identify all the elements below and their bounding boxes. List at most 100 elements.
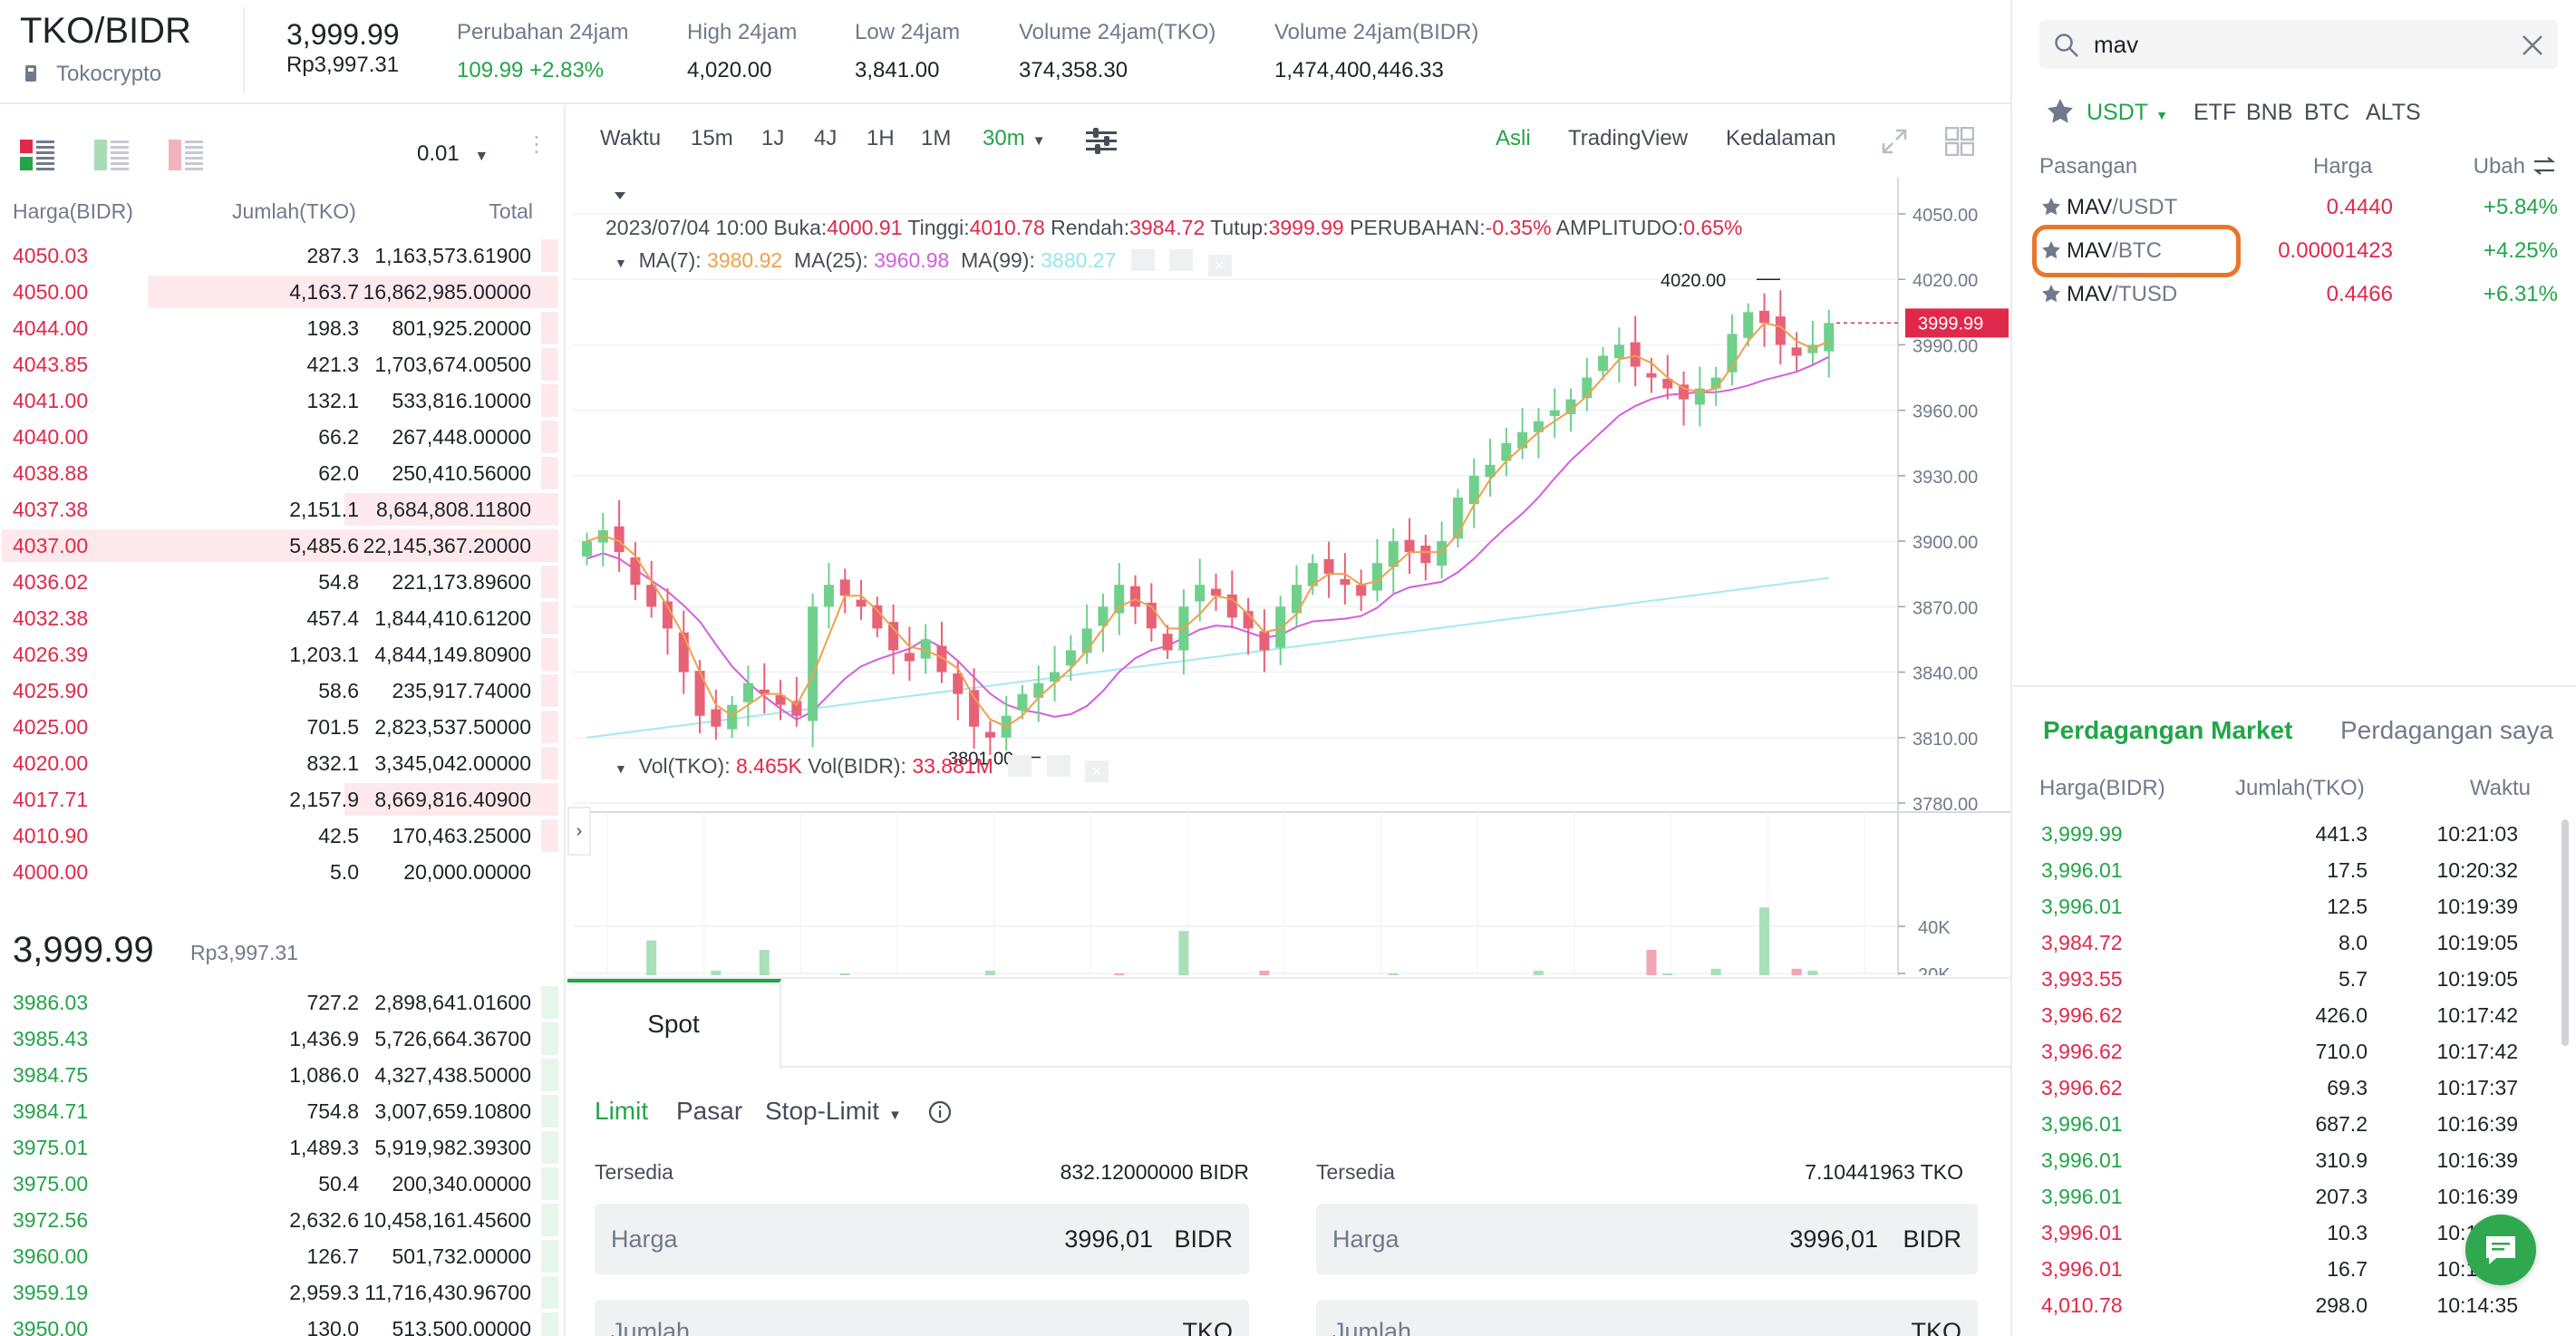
orderbook-row[interactable]: 4025.00 701.5 2,823,537.50000 [0, 709, 562, 745]
orderbook-row[interactable]: 4032.38 457.4 1,844,410.61200 [0, 600, 562, 636]
orderbook-row[interactable]: 4020.00 832.1 3,345,042.00000 [0, 745, 562, 781]
info-icon[interactable] [928, 1100, 952, 1124]
interval-label: Waktu [600, 126, 662, 150]
orderbook-row[interactable]: 4041.00 132.1 533,816.10000 [0, 382, 562, 419]
orderbook-row[interactable]: 4044.00 198.3 801,925.20000 [0, 310, 562, 346]
orderbook-row[interactable]: 3984.75 1,086.0 4,327,438.50000 [0, 1057, 562, 1093]
sell-price-value: 3996,01 [1789, 1225, 1878, 1253]
interval-1[interactable]: 15m [691, 126, 733, 151]
order-type-1[interactable]: Pasar [676, 1097, 742, 1126]
collapse-legend-icon[interactable] [615, 192, 625, 201]
vol-settings-icon[interactable] [1046, 755, 1070, 777]
favorite-star-icon[interactable] [2041, 240, 2061, 260]
filter-3[interactable]: BTC [2304, 100, 2349, 126]
filter-2[interactable]: BNB [2246, 100, 2292, 126]
orderbook-row[interactable]: 4050.03 287.3 1,163,573.61900 [0, 237, 562, 274]
view-1[interactable]: TradingView [1568, 126, 1689, 150]
collapse-volume-icon[interactable]: ▼ [615, 761, 627, 776]
ma-settings-icon[interactable] [1169, 249, 1194, 271]
candle [1307, 554, 1318, 595]
orderbook-row[interactable]: 3984.71 754.8 3,007,659.10800 [0, 1093, 562, 1129]
filter-0[interactable]: USDT ▼ [2087, 100, 2168, 126]
sell-price-input[interactable]: Harga 3996,01 BIDR [1316, 1204, 1978, 1274]
interval-0[interactable]: Waktu [600, 126, 661, 151]
ma-path [586, 355, 1830, 721]
orderbook-row[interactable]: 3975.01 1,489.3 5,919,982.39300 [0, 1129, 562, 1166]
market-pair-row[interactable]: MAV/BTC 0.00001423 +4.25% [2012, 229, 2576, 273]
orderbook-row[interactable]: 3975.00 50.4 200,340.00000 [0, 1166, 562, 1202]
market-pair-row[interactable]: MAV/USDT 0.4440 +5.84% [2012, 186, 2576, 229]
orderbook-row[interactable]: 4050.00 4,163.7 16,862,985.00000 [0, 274, 562, 310]
chart-expand-handle[interactable]: › [567, 807, 591, 856]
interval-6[interactable]: 30m ▼ [983, 126, 1046, 151]
orderbook-row[interactable]: 3950.00 130.0 513,500.00000 [0, 1311, 562, 1336]
orderbook-row[interactable]: 3959.19 2,959.3 11,716,430.96700 [0, 1274, 562, 1311]
clear-search-icon[interactable] [2522, 34, 2543, 56]
orderbook-row[interactable]: 4000.00 5.0 20,000.00000 [0, 854, 562, 890]
vol-close-icon[interactable]: × [1085, 760, 1109, 782]
orderbook-bids-icon[interactable] [94, 140, 129, 170]
view-2[interactable]: Kedalaman [1726, 126, 1836, 150]
orderbook-row[interactable]: 3985.43 1,436.9 5,726,664.36700 [0, 1021, 562, 1057]
sort-toggle-icon[interactable] [2532, 156, 2556, 176]
market-pair-row[interactable]: MAV/TUSD 0.4466 +6.31% [2012, 273, 2576, 316]
search-input[interactable]: mav [2094, 31, 2139, 58]
grid-layout-icon[interactable] [1945, 127, 1974, 156]
price-chart[interactable]: 4050.00 4020.00 3990.00 3960.00 3930.00 3900.… [567, 178, 2010, 975]
precision-select[interactable]: 0.01 ▼ [417, 141, 489, 167]
ob-header-price: Harga(BIDR) [13, 199, 133, 223]
depth-bar [541, 566, 558, 598]
orderbook-row[interactable]: 3972.56 2,632.6 10,458,161.45600 [0, 1202, 562, 1238]
orderbook-row[interactable]: 4043.85 421.3 1,703,674.00500 [0, 346, 562, 382]
vol-eye-icon[interactable] [1008, 755, 1032, 777]
orderbook-row[interactable]: 4038.88 62.0 250,410.56000 [0, 455, 562, 491]
buy-price-input[interactable]: Harga 3996,01 BIDR [595, 1204, 1249, 1274]
order-type-2[interactable]: Stop-Limit ▼ [765, 1097, 902, 1126]
market-header-change[interactable]: Ubah [2473, 154, 2525, 179]
filter-4[interactable]: ALTS [2366, 100, 2421, 126]
sell-amount-input[interactable]: Jumlah TKO [1316, 1300, 1978, 1336]
chart-settings-sliders-icon[interactable] [1086, 127, 1117, 154]
view-0[interactable]: Asli [1496, 126, 1531, 150]
tab-my-trades[interactable]: Perdagangan saya [2340, 716, 2554, 744]
y-tick-label: 3900.00 [1913, 533, 1978, 553]
interval-4[interactable]: 1H [867, 126, 895, 151]
filter-1[interactable]: ETF [2193, 100, 2236, 126]
orderbook-asks-icon[interactable] [169, 140, 203, 170]
favorite-star-icon[interactable] [2041, 197, 2061, 217]
fullscreen-icon[interactable] [1880, 127, 1909, 156]
ob-total: 1,163,573.61900 [374, 244, 531, 267]
orderbook-row[interactable]: 4010.90 42.5 170,463.25000 [0, 818, 562, 854]
collapse-ma-icon[interactable]: ▼ [615, 256, 627, 270]
ma-eye-icon[interactable] [1130, 249, 1155, 271]
favorites-star-icon[interactable] [2047, 98, 2074, 123]
orderbook-both-icon[interactable] [20, 140, 54, 170]
market-search[interactable]: mav [2039, 20, 2558, 69]
spot-tab[interactable]: Spot [567, 979, 781, 1070]
orderbook-row[interactable]: 4026.39 1,203.1 4,844,149.80900 [0, 636, 562, 673]
y-tick-label: 4020.00 [1913, 271, 1978, 291]
interval-5[interactable]: 1M [921, 126, 951, 151]
orderbook-row[interactable]: 3986.03 727.2 2,898,641.01600 [0, 984, 562, 1021]
interval-2[interactable]: 1J [761, 126, 784, 151]
interval-3[interactable]: 4J [814, 126, 837, 151]
tab-market-trades[interactable]: Perdagangan Market [2043, 716, 2293, 744]
orderbook-row[interactable]: 3960.00 126.7 501,732.00000 [0, 1238, 562, 1274]
orderbook-row[interactable]: 4040.00 66.2 267,448.00000 [0, 419, 562, 455]
orderbook-row[interactable]: 4036.02 54.8 221,173.89600 [0, 564, 562, 600]
buy-amount-input[interactable]: Jumlah TKO [595, 1300, 1249, 1336]
orderbook-row[interactable]: 4037.00 5,485.6 22,145,367.20000 [0, 528, 562, 564]
more-vertical-icon[interactable]: ⋮ [526, 132, 547, 157]
depth-bar [541, 986, 558, 1019]
trade-list-scrollbar[interactable] [2561, 819, 2569, 1046]
orderbook-row[interactable]: 4025.90 58.6 235,917.74000 [0, 673, 562, 709]
chat-button[interactable] [2465, 1215, 2536, 1285]
favorite-star-icon[interactable] [2041, 284, 2061, 304]
pair-title[interactable]: TKO/BIDR [20, 11, 191, 51]
orderbook-row[interactable]: 4017.71 2,157.9 8,669,816.40900 [0, 781, 562, 818]
order-type-0[interactable]: Limit [595, 1097, 648, 1126]
pair-name: MAV/USDT [2067, 186, 2177, 229]
ob-total: 4,327,438.50000 [374, 1063, 531, 1087]
ma-close-icon[interactable]: × [1207, 255, 1232, 276]
orderbook-row[interactable]: 4037.38 2,151.1 8,684,808.11800 [0, 491, 562, 528]
